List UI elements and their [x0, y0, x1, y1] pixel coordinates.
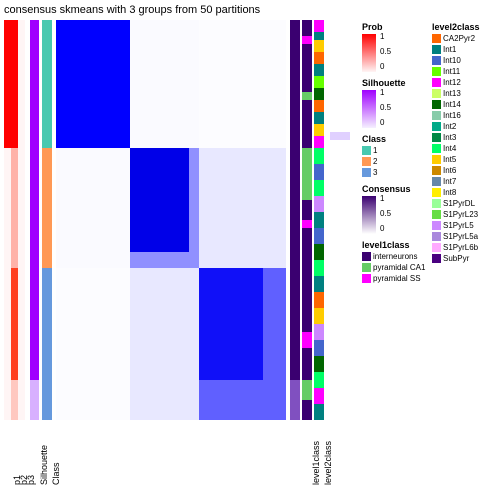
- plot-area: [4, 20, 356, 420]
- plot-title: consensus skmeans with 3 groups from 50 …: [4, 4, 260, 16]
- x-axis-labels: p1p2p3SilhouetteClasslevel1classlevel2cl…: [4, 430, 356, 500]
- level2-legend: level2classCA2Pyr2Int1Int10Int11Int12Int…: [432, 22, 502, 270]
